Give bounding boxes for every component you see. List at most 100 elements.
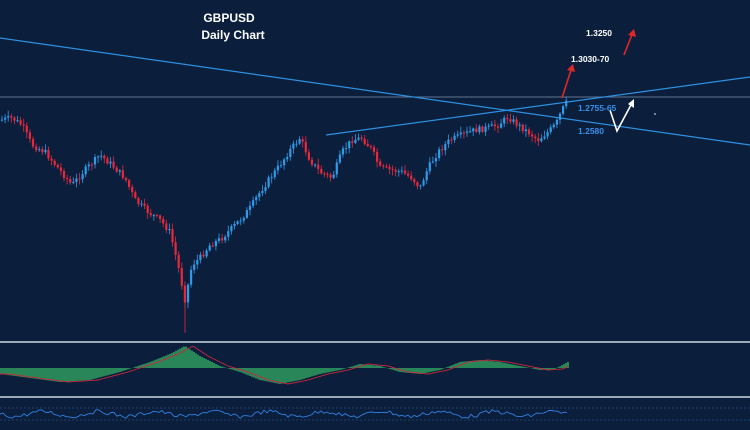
candle-body: [552, 124, 555, 128]
candle-body: [53, 160, 56, 165]
candle-body: [131, 186, 134, 193]
candle-body: [217, 238, 221, 241]
candle-body: [481, 126, 484, 132]
candle-body: [360, 137, 363, 139]
candle-body: [345, 148, 348, 150]
candle-body: [338, 154, 341, 163]
candle-body: [38, 149, 41, 151]
candle-body: [97, 156, 100, 158]
candle-body: [35, 146, 38, 151]
candle-body: [134, 192, 137, 199]
arrow-up-target-1-head: [567, 64, 575, 72]
candle-body: [444, 144, 447, 151]
candle-body: [16, 120, 19, 122]
candle-body: [431, 161, 434, 163]
candle-body: [537, 138, 540, 142]
candle-body: [90, 164, 93, 166]
candle-body: [31, 138, 35, 147]
candle-body: [493, 124, 496, 127]
candle-body: [456, 134, 459, 136]
candle-body: [509, 119, 512, 122]
candle-body: [202, 254, 205, 257]
candle-body: [354, 139, 357, 143]
candle-body: [252, 200, 255, 206]
candle-body: [146, 205, 149, 214]
candle-body: [103, 155, 106, 159]
candle-body: [503, 117, 506, 124]
candle-body: [428, 162, 431, 172]
candle-body: [230, 226, 233, 232]
candle-body: [186, 284, 190, 303]
candle-body: [56, 164, 59, 168]
candle-body: [453, 135, 456, 140]
candle-body: [270, 177, 273, 179]
candle-body: [441, 149, 444, 151]
candle-body: [245, 210, 248, 218]
marker-dot: [654, 113, 656, 115]
candle-body: [171, 229, 174, 243]
candle-body: [112, 161, 115, 168]
candle-body: [366, 143, 369, 147]
candle-body: [400, 170, 403, 172]
candle-body: [214, 240, 217, 247]
candle-body: [239, 220, 242, 222]
candle-body: [81, 174, 84, 180]
candle-body: [50, 158, 53, 161]
candle-body: [496, 126, 500, 128]
candle-body: [168, 229, 171, 231]
candle-body: [469, 131, 472, 133]
candle-body: [41, 149, 44, 153]
candle-body: [459, 132, 462, 135]
price-label-3: 1.2755-65: [578, 103, 617, 113]
candle-body: [62, 170, 66, 179]
candle-body: [22, 124, 25, 126]
candle-body: [193, 264, 196, 270]
candle-body: [363, 138, 366, 144]
candle-body: [540, 138, 543, 142]
candle-body: [273, 170, 276, 178]
candle-body: [140, 203, 143, 205]
candle-body: [301, 139, 304, 142]
candle-body: [143, 203, 146, 206]
candle-body: [304, 141, 307, 153]
candle-body: [565, 100, 568, 107]
candle-body: [465, 131, 469, 133]
candle-body: [165, 223, 168, 230]
ascending-trendline: [325, 76, 750, 136]
candle-body: [407, 173, 410, 176]
candle-body: [152, 215, 155, 217]
candle-body: [357, 137, 360, 140]
candle-body: [115, 167, 118, 172]
candle-body: [422, 180, 425, 186]
candle-body: [180, 267, 183, 286]
candle-body: [518, 124, 521, 126]
candle-body: [159, 215, 162, 219]
candle-body: [326, 173, 329, 175]
oscillator-line: [0, 409, 568, 419]
candle-body: [261, 190, 264, 194]
candle-body: [211, 245, 214, 247]
candle-body: [438, 149, 441, 158]
candle-body: [258, 193, 261, 198]
candle-body: [224, 236, 227, 241]
candle-body: [472, 128, 475, 132]
candle-body: [335, 162, 338, 175]
candle-body: [10, 116, 13, 118]
candle-body: [562, 106, 565, 114]
candle-body: [369, 146, 372, 148]
candle-body: [450, 139, 453, 141]
candle-body: [419, 185, 422, 187]
candle-body: [289, 148, 292, 157]
candle-body: [13, 117, 16, 121]
chart-title: GBPUSD: [203, 11, 255, 25]
candle-body: [487, 125, 490, 127]
candle-body: [425, 171, 428, 181]
candle-body: [59, 167, 62, 171]
candle-body: [521, 124, 524, 132]
candle-body: [310, 159, 314, 165]
candle-body: [78, 178, 81, 180]
candle-body: [242, 217, 245, 221]
candle-body: [317, 164, 320, 169]
candle-body: [121, 170, 124, 178]
